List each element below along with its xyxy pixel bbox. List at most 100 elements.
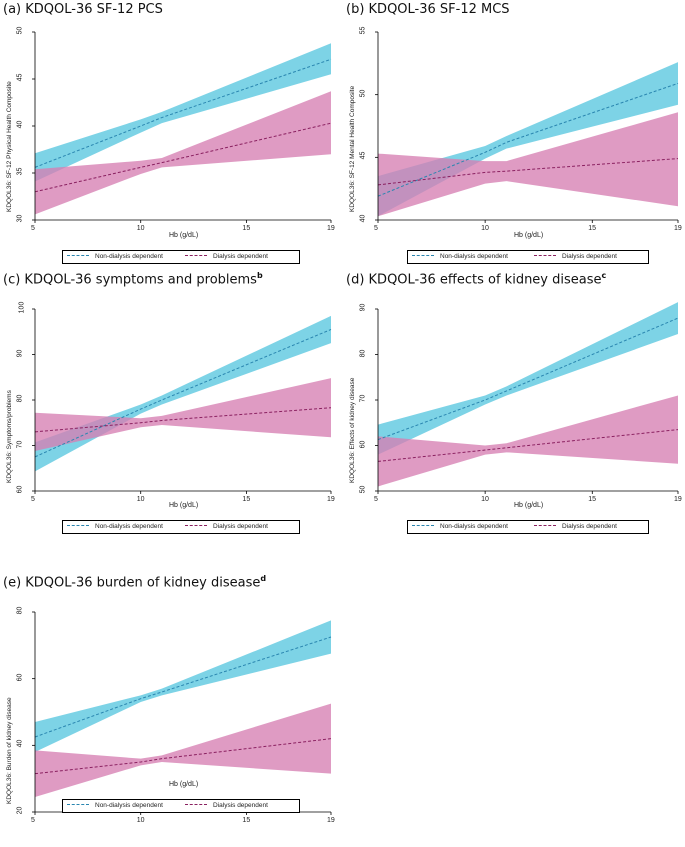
legend-item-dialysis: Dialysis dependent <box>185 253 268 260</box>
x-tick-label: 19 <box>327 496 335 503</box>
chart-panel-a: (a) KDQOL-36 SF-12 PCS 30 35 40 45 50 5 10 15 19 K… <box>0 0 342 280</box>
legend-swatch <box>67 803 89 805</box>
legend-label: Non-dialysis dependent <box>95 802 163 809</box>
x-tick-label: 19 <box>674 225 682 232</box>
panel-title-text: (d) KDQOL-36 effects of kidney disease <box>346 272 602 288</box>
x-tick-label: 15 <box>588 225 597 232</box>
legend-label: Dialysis dependent <box>213 802 268 809</box>
legend-swatch <box>185 524 207 526</box>
panel-title-text: (a) KDQOL-36 SF-12 PCS <box>3 2 163 17</box>
title-footnote-marker: b <box>256 271 263 280</box>
y-axis-label: KDQOL36: SF-12 Mental Health Composite <box>349 85 356 212</box>
x-tick-label: 10 <box>136 225 145 232</box>
legend-swatch <box>185 803 207 805</box>
legend-label: Non-dialysis dependent <box>95 523 163 530</box>
legend-item-non-dialysis: Non-dialysis dependent <box>67 253 163 260</box>
legend-label: Dialysis dependent <box>562 523 617 530</box>
x-axis-label: Hb (g/dL) <box>169 232 199 239</box>
fit-line-dialysis <box>34 122 332 193</box>
legend: Non-dialysis dependent Dialysis dependent <box>407 250 649 264</box>
legend-swatch <box>412 524 434 526</box>
x-axis-label: Hb (g/dL) <box>514 232 544 239</box>
x-tick-label: 15 <box>242 225 251 232</box>
panel-title: (d) KDQOL-36 effects of kidney diseasec <box>346 271 606 287</box>
x-tick-label: 19 <box>327 817 335 824</box>
legend-item-non-dialysis: Non-dialysis dependent <box>67 523 163 530</box>
y-tick-label: 90 <box>359 303 367 312</box>
ci-band-non-dialysis <box>378 62 678 217</box>
legend: Non-dialysis dependent Dialysis dependent <box>62 520 300 534</box>
x-tick-label: 10 <box>136 496 145 503</box>
panel-title-text: (b) KDQOL-36 SF-12 MCS <box>346 2 510 17</box>
legend-swatch <box>534 254 556 256</box>
y-tick-label: 100 <box>18 301 26 314</box>
fit-line-dialysis <box>377 429 679 462</box>
y-tick-label: 60 <box>16 673 24 682</box>
legend-item-non-dialysis: Non-dialysis dependent <box>412 253 508 260</box>
y-tick-label: 40 <box>16 739 24 748</box>
plot-area <box>32 31 332 223</box>
title-footnote-marker: c <box>601 271 607 280</box>
x-tick-label: 15 <box>588 496 597 503</box>
x-tick-label: 5 <box>31 496 35 503</box>
title-footnote-marker: d <box>260 574 267 583</box>
y-tick-label: 50 <box>359 89 367 98</box>
ci-band-non-dialysis <box>35 43 331 182</box>
fit-line-dialysis <box>34 407 332 433</box>
legend-swatch <box>67 524 89 526</box>
y-tick-label: 60 <box>16 485 24 494</box>
chart-panel-c: (c) KDQOL-36 symptoms and problemsb 60 70 8… <box>0 267 342 547</box>
y-tick-label: 90 <box>16 349 24 357</box>
panel-title: (a) KDQOL-36 SF-12 PCS <box>3 2 163 17</box>
panel-title: (b) KDQOL-36 SF-12 MCS <box>346 2 510 17</box>
chart-panel-b: (b) KDQOL-36 SF-12 MCS 40 45 50 55 5 10 15 19 KDQ… <box>343 0 685 280</box>
panel-title-text: (e) KDQOL-36 burden of kidney disease <box>3 575 261 591</box>
x-axis-label: Hb (g/dL) <box>169 781 199 788</box>
x-tick-label: 10 <box>481 496 489 503</box>
legend-item-dialysis: Dialysis dependent <box>534 253 617 260</box>
y-tick-label: 50 <box>16 26 24 35</box>
panel-title: (e) KDQOL-36 burden of kidney diseased <box>3 574 266 590</box>
legend-label: Dialysis dependent <box>213 523 268 530</box>
x-tick-label: 19 <box>674 496 682 503</box>
y-tick-label: 45 <box>359 151 367 160</box>
y-tick-label: 20 <box>16 806 24 815</box>
y-tick-label: 80 <box>16 606 24 615</box>
legend-label: Non-dialysis dependent <box>440 253 508 260</box>
plot-area <box>375 302 679 494</box>
y-tick-label: 80 <box>16 394 24 403</box>
fit-line-dialysis <box>377 158 679 186</box>
panel-title-text: (c) KDQOL-36 symptoms and problems <box>3 272 257 288</box>
y-tick-label: 40 <box>16 120 24 129</box>
legend-swatch <box>534 524 556 526</box>
ci-band-dialysis <box>378 112 678 217</box>
legend-swatch <box>412 254 434 256</box>
ci-band-dialysis <box>35 703 331 797</box>
x-tick-label: 19 <box>327 225 335 232</box>
legend-item-dialysis: Dialysis dependent <box>185 523 268 530</box>
ci-band-non-dialysis <box>35 315 331 472</box>
fit-line-dialysis <box>34 738 332 775</box>
panel-title: (c) KDQOL-36 symptoms and problemsb <box>3 271 263 287</box>
legend-swatch <box>67 254 89 256</box>
legend: Non-dialysis dependent Dialysis dependent <box>62 250 300 264</box>
legend-label: Dialysis dependent <box>213 253 268 260</box>
chart-panel-e: (e) KDQOL-36 burden of kidney diseased 20… <box>0 567 342 847</box>
chart-panel-d: (d) KDQOL-36 effects of kidney diseasec 5… <box>343 267 685 547</box>
legend-item-dialysis: Dialysis dependent <box>185 802 268 809</box>
legend-item-non-dialysis: Non-dialysis dependent <box>67 802 163 809</box>
ci-band-non-dialysis <box>378 302 678 455</box>
y-axis-label: KDQOL36: Burden of kidney disease <box>6 697 13 804</box>
legend-label: Non-dialysis dependent <box>440 523 508 530</box>
y-tick-label: 30 <box>16 214 24 223</box>
x-tick-label: 10 <box>481 225 489 232</box>
y-tick-label: 55 <box>359 26 367 35</box>
ci-band-dialysis <box>35 378 331 451</box>
y-tick-label: 35 <box>16 167 24 176</box>
ci-band-dialysis <box>378 395 678 487</box>
y-axis-label: KDQOL36: Effects of kidney disease <box>349 377 356 483</box>
x-tick-label: 5 <box>31 817 35 824</box>
plot-area <box>375 31 679 223</box>
y-tick-label: 60 <box>359 440 367 448</box>
fit-line-non-dialysis <box>34 329 332 458</box>
